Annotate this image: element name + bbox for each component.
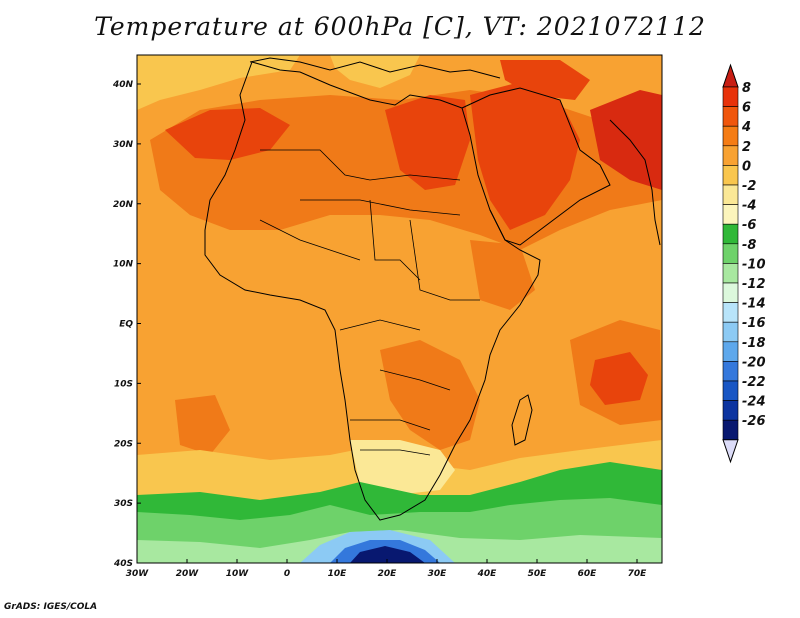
colorbar-label: -20 [742, 355, 766, 370]
colorbar-label: -16 [742, 316, 766, 331]
colorbar-label: -8 [742, 238, 756, 253]
lat-tick-label: 10S [114, 379, 133, 389]
colorbar-swatch [722, 380, 739, 401]
colorbar-swatch [722, 165, 739, 186]
colorbar-swatch [722, 145, 739, 166]
latitude-axis: 40N 30N 20N 10N EQ 10S 20S 30S 40S [112, 80, 141, 569]
warm-region-central-africa [380, 340, 480, 450]
lat-tick-label: 40S [113, 559, 133, 569]
colorbar: 8 6 4 2 0 -2 -4 -6 -8 -10 -12 -14 -16 -18 -20 -22 -24 -26 [722, 63, 766, 464]
plot-frame [136, 54, 663, 564]
colorbar-label: -26 [742, 414, 766, 429]
hot-region-egypt [385, 95, 470, 190]
colorbar-swatch [722, 400, 739, 421]
colorbar-swatch [722, 204, 739, 225]
arabia-coastline [461, 87, 611, 246]
europe-coastline [249, 57, 501, 79]
colorbar-swatch [722, 282, 739, 303]
lat-tick-label: EQ [119, 320, 133, 330]
hot-region-south-indian [590, 352, 648, 405]
credit-label: GrADS: IGES/COLA [4, 602, 98, 612]
lat-tick-label: 30N [113, 140, 134, 150]
colorbar-swatch [722, 86, 739, 107]
colorbar-bottom-arrow [722, 439, 739, 464]
colorbar-swatch [722, 125, 739, 147]
temperature-field [137, 55, 662, 563]
madagascar-coastline [511, 394, 533, 446]
blue-region-minus24 [350, 546, 425, 563]
lon-tick-label: 20E [378, 569, 398, 579]
lat-tick-label: 20N [113, 200, 134, 210]
colorbar-swatch [722, 419, 739, 441]
lon-tick-label: 30E [428, 569, 448, 579]
lon-tick-label: 10W [226, 569, 250, 579]
colorbar-label: -12 [742, 277, 766, 292]
africa-coastline [204, 61, 541, 521]
colorbar-swatch [722, 243, 739, 264]
colorbar-label: 6 [742, 101, 751, 116]
colorbar-swatch [722, 263, 739, 284]
warm-region-south-atlantic [175, 395, 230, 455]
india-coastline [609, 119, 661, 246]
lat-tick-label: 30S [114, 499, 133, 509]
colorbar-label: 8 [742, 81, 751, 96]
colorbar-swatch [722, 341, 739, 362]
colorbar-label: -14 [742, 297, 766, 312]
lon-tick-label: 70E [628, 569, 648, 579]
colorbar-swatch [722, 321, 739, 343]
colorbar-label: -22 [742, 375, 766, 390]
colorbar-label: -18 [742, 336, 766, 351]
colorbar-label: 4 [741, 120, 751, 135]
colorbar-swatch [722, 106, 739, 127]
hot-region-caspian [500, 60, 590, 100]
colorbar-swatch [722, 184, 739, 205]
cool-region-northwest [137, 55, 300, 110]
lat-tick-label: 10N [113, 260, 134, 270]
colorbar-label: -2 [742, 179, 756, 194]
lon-tick-label: 40E [477, 569, 498, 579]
warm-region-ethiopia [470, 240, 535, 310]
colorbar-swatch [722, 361, 739, 382]
hot-region-nw-africa [165, 108, 290, 160]
map-title: Temperature at 600hPa [C], VT: 202107211… [94, 12, 706, 41]
lon-tick-label: 50E [528, 569, 548, 579]
colorbar-label: -24 [742, 395, 766, 410]
colorbar-top-arrow [722, 63, 739, 88]
hot-region-iran-pakistan [590, 90, 662, 190]
border-lines [259, 149, 480, 456]
lon-tick-label: 30W [126, 569, 150, 579]
longitude-axis: 30W 20W 10W 0 10E 20E 30E 40E 50E 60E 70E [126, 559, 647, 579]
colorbar-label: 2 [742, 140, 751, 155]
colorbar-label: -4 [742, 199, 756, 214]
colorbar-label: -10 [742, 257, 766, 272]
colorbar-swatch [722, 302, 739, 323]
cool-region-mediterranean [330, 55, 420, 88]
colorbar-swatch [722, 223, 739, 245]
lat-tick-label: 20S [114, 439, 133, 449]
lon-tick-label: 10E [328, 569, 348, 579]
hot-region-arabia [470, 82, 580, 230]
coastlines [204, 57, 661, 521]
lon-tick-label: 0 [284, 569, 290, 579]
lon-tick-label: 60E [578, 569, 598, 579]
cool-region-southern-africa [350, 440, 455, 495]
colorbar-label: -6 [742, 218, 756, 233]
lon-tick-label: 20W [176, 569, 200, 579]
lat-tick-label: 40N [112, 80, 134, 90]
colorbar-label: 0 [742, 159, 751, 174]
